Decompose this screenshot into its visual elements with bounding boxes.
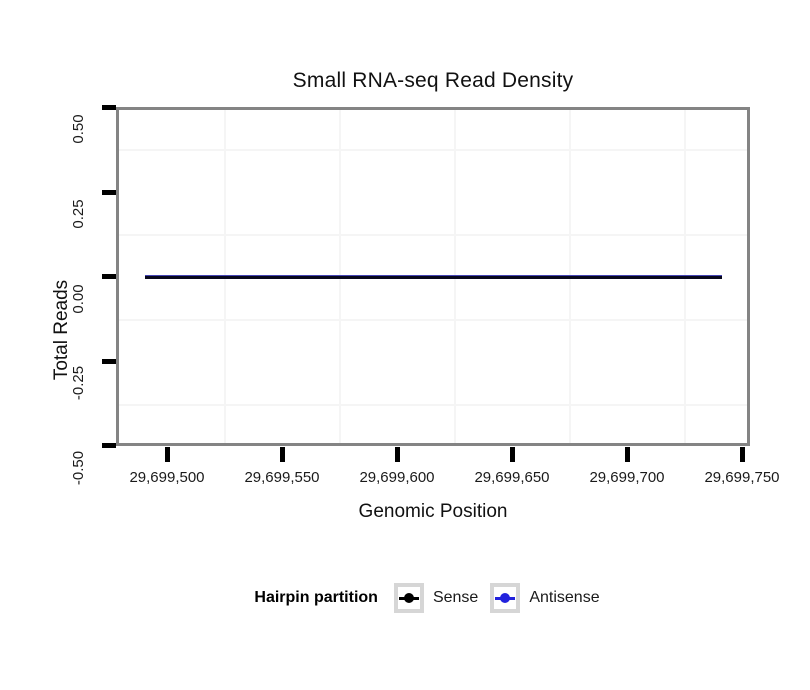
gridline-horizontal-minor — [119, 234, 747, 236]
legend-key-sense-icon — [393, 583, 424, 613]
x-tick-label: 29,699,550 — [244, 469, 320, 486]
gridline-horizontal-minor — [119, 319, 747, 321]
plot-panel — [116, 107, 750, 446]
x-axis-title: Genomic Position — [358, 501, 508, 522]
sense-dot-icon — [403, 593, 414, 603]
y-tick-mark — [102, 274, 116, 279]
y-tick-label: 0.50 — [70, 114, 87, 144]
x-tick-label: 29,699,650 — [474, 469, 550, 486]
y-tick-label: 0.25 — [70, 199, 87, 229]
y-tick-mark — [102, 190, 116, 195]
x-tick-label: 29,699,500 — [129, 469, 205, 486]
x-tick-mark — [625, 447, 630, 462]
x-tick-label: 29,699,700 — [589, 469, 665, 486]
antisense-dot-icon — [500, 593, 511, 603]
gridline-horizontal-minor — [119, 149, 747, 151]
y-tick-mark — [102, 105, 116, 110]
legend-title: Hairpin partition — [254, 589, 378, 606]
x-tick-mark — [740, 447, 745, 462]
x-tick-mark — [395, 447, 400, 462]
y-axis-title: Total Reads — [51, 279, 72, 381]
y-tick-label: -0.50 — [70, 450, 87, 486]
chart-title: Small RNA-seq Read Density — [292, 69, 574, 92]
x-tick-label: 29,699,750 — [704, 469, 780, 486]
read-density-zero-line — [145, 275, 722, 279]
x-tick-mark — [510, 447, 515, 462]
gridline-horizontal-minor — [119, 404, 747, 406]
legend-key-antisense-icon — [490, 583, 521, 613]
x-tick-label: 29,699,600 — [359, 469, 435, 486]
x-tick-mark — [280, 447, 285, 462]
y-tick-mark — [102, 443, 116, 448]
legend-label-antisense: Antisense — [529, 589, 600, 606]
x-tick-mark — [165, 447, 170, 462]
legend: Hairpin partition Sense Antisense — [116, 580, 750, 616]
legend-label-sense: Sense — [432, 589, 479, 606]
y-tick-mark — [102, 359, 116, 364]
